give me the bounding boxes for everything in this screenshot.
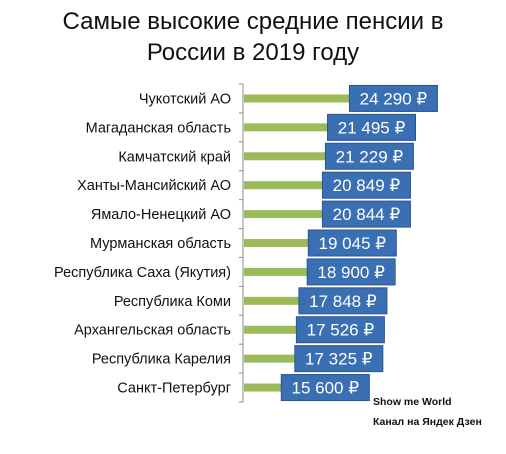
category-label: Республика Саха (Якутия) <box>54 265 231 281</box>
category-label: Чукотский АО <box>139 91 231 107</box>
data-label: 18 900 ₽ <box>317 263 385 282</box>
data-label-box <box>294 345 384 373</box>
category-label: Республика Карелия <box>92 352 231 368</box>
category-label: Камчатский край <box>118 149 231 165</box>
data-label-box <box>307 229 397 257</box>
category-label: Ханты-Мансийский АО <box>77 178 231 194</box>
chart-title-line-1: Самые высокие средние пенсии в <box>62 8 444 35</box>
chart-title: Самые высокие средние пенсии в России в … <box>0 6 506 68</box>
chart-title-line-2: России в 2019 году <box>146 39 360 66</box>
data-label: 20 844 ₽ <box>333 205 401 224</box>
data-label: 15 600 ₽ <box>292 379 360 398</box>
category-label: Ямало-Ненецкий АО <box>91 207 231 223</box>
bar <box>244 94 435 103</box>
data-label-box <box>327 113 417 141</box>
data-label: 17 325 ₽ <box>305 350 373 369</box>
data-label: 17 526 ₽ <box>307 321 375 340</box>
data-label-box <box>348 84 438 112</box>
data-label-box <box>298 287 388 315</box>
data-label: 20 849 ₽ <box>333 176 401 195</box>
data-label-box <box>324 142 414 170</box>
data-label: 17 848 ₽ <box>309 292 377 311</box>
category-label: Мурманская область <box>90 236 231 252</box>
data-label-box <box>295 316 385 344</box>
data-label-box <box>306 258 396 286</box>
data-label: 21 495 ₽ <box>338 118 406 137</box>
footer-credit: Show me World Канал на Яндек Дзен <box>373 392 482 432</box>
data-label: 24 290 ₽ <box>360 89 428 108</box>
category-label: Республика Коми <box>114 294 231 310</box>
data-label-box <box>280 374 370 402</box>
data-label-box <box>321 171 411 199</box>
category-label: Магаданская область <box>86 120 231 136</box>
category-label: Архангельская область <box>74 323 231 339</box>
data-label: 21 229 ₽ <box>336 147 404 166</box>
category-label: Санкт-Петербург <box>117 381 231 397</box>
footer-channel-name: Show me World <box>373 396 452 408</box>
data-label-box <box>321 200 411 228</box>
data-label: 19 045 ₽ <box>319 234 387 253</box>
footer-channel-subtitle: Канал на Яндек Дзен <box>373 416 482 428</box>
